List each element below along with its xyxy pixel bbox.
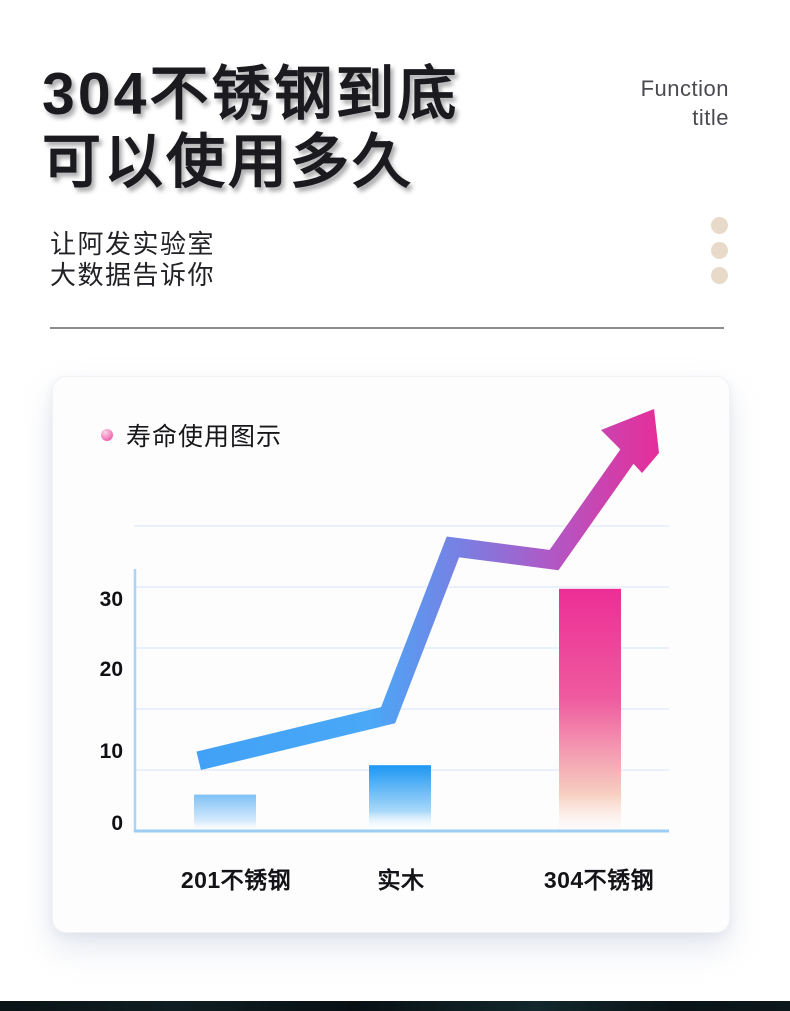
y-tick-30: 30 (99, 588, 123, 611)
function-title-line1: Function (640, 76, 729, 101)
bar-1 (369, 765, 431, 831)
y-tick-10: 10 (99, 740, 123, 763)
x-label-304: 304不锈钢 (543, 867, 655, 893)
page-title-line1: 304不锈钢到底 (42, 61, 460, 127)
chart-card: 寿命使用图示 0 10 20 30 201不锈钢 实木 304不锈钢 (52, 376, 730, 933)
page-title: 304不锈钢到底 可以使用多久 (42, 60, 459, 196)
page-title-line2: 可以使用多久 (42, 129, 415, 195)
chart-svg (133, 409, 669, 833)
subtitle-line2: 大数据告诉你 (50, 260, 216, 290)
legend-dot-icon (101, 429, 113, 441)
section-divider (50, 327, 724, 329)
dot-icon (711, 267, 728, 284)
chart-legend: 寿命使用图示 (101, 417, 282, 453)
trend-line (196, 439, 644, 771)
bar-2 (559, 588, 621, 831)
x-label-wood: 实木 (377, 867, 425, 893)
next-section-edge (0, 1001, 790, 1011)
dot-icon (711, 242, 728, 259)
y-tick-20: 20 (99, 658, 123, 681)
x-label-201: 201不锈钢 (180, 867, 292, 893)
function-title-line2: title (692, 105, 729, 130)
chart-card-inner: 寿命使用图示 0 10 20 30 201不锈钢 实木 304不锈钢 (53, 377, 729, 932)
legend-label: 寿命使用图示 (126, 423, 283, 451)
decorative-dots (711, 217, 728, 292)
y-tick-0: 0 (111, 812, 123, 835)
bar-series (194, 588, 621, 831)
arrow-head-icon (601, 409, 659, 473)
subtitle-line1: 让阿发实验室 (50, 229, 216, 259)
bar-0 (194, 794, 256, 831)
function-title-label: Function title (641, 74, 729, 132)
subtitle: 让阿发实验室 大数据告诉你 (50, 229, 215, 291)
dot-icon (711, 217, 728, 234)
